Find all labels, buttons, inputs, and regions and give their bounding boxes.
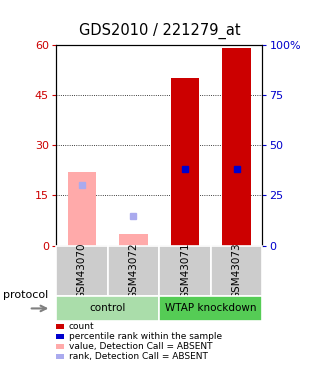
Text: control: control	[89, 303, 126, 313]
Bar	[211, 246, 262, 296]
Bar	[56, 246, 108, 296]
Text: GSM43071: GSM43071	[180, 243, 190, 299]
Bar	[159, 296, 262, 321]
Text: count: count	[69, 322, 94, 331]
Text: GSM43073: GSM43073	[232, 243, 242, 299]
Text: protocol: protocol	[3, 290, 48, 300]
Bar	[222, 48, 251, 246]
Text: GSM43070: GSM43070	[77, 243, 87, 299]
Text: GSM43072: GSM43072	[128, 243, 139, 299]
Bar	[68, 172, 96, 246]
Text: rank, Detection Call = ABSENT: rank, Detection Call = ABSENT	[69, 352, 208, 361]
Bar	[171, 78, 199, 246]
Text: value, Detection Call = ABSENT: value, Detection Call = ABSENT	[69, 342, 212, 351]
Bar	[159, 246, 211, 296]
Text: percentile rank within the sample: percentile rank within the sample	[69, 332, 222, 341]
Bar	[56, 296, 159, 321]
Text: GDS2010 / 221279_at: GDS2010 / 221279_at	[79, 23, 241, 39]
Bar	[108, 246, 159, 296]
Bar	[119, 234, 148, 246]
Text: WTAP knockdown: WTAP knockdown	[165, 303, 257, 313]
